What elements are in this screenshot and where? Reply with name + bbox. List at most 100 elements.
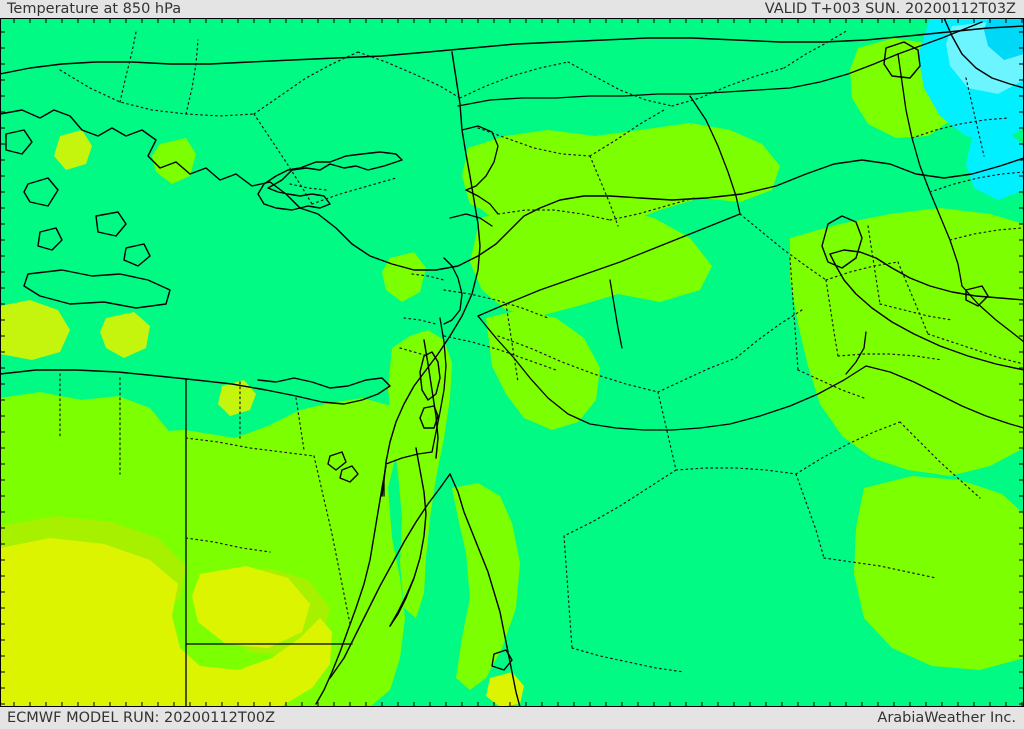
coastline-turkey xyxy=(0,109,1024,271)
coastline-black-sea xyxy=(0,25,1024,75)
coastline-sinai-tip xyxy=(389,577,415,627)
coastline-caspian-edge xyxy=(943,18,1024,89)
coastline-levant xyxy=(381,51,481,497)
attribution-label: ArabiaWeather Inc. xyxy=(877,710,1016,726)
internal-iraq-9 xyxy=(867,225,881,305)
internal-israel-2 xyxy=(403,317,437,325)
coastline-island-d xyxy=(123,243,151,267)
coastline-gulf-islet xyxy=(965,285,989,307)
coastline-gulf-of-suez xyxy=(315,465,387,705)
border-jordan-west xyxy=(443,257,463,325)
model-run-label: ECMWF MODEL RUN: 20200112T00Z xyxy=(7,710,276,726)
internal-saudi-5 xyxy=(795,473,825,559)
coastline-lake-van xyxy=(883,41,921,79)
map-tick-marks xyxy=(0,18,1024,707)
internal-syria-2 xyxy=(589,109,665,157)
internal-iraq-8 xyxy=(927,333,1024,365)
internal-egypt-4 xyxy=(295,397,305,451)
coastline-island-b xyxy=(37,227,63,251)
internal-border-layer xyxy=(59,29,1024,673)
border-lebanon-south xyxy=(465,189,499,215)
internal-iraq-1 xyxy=(739,213,827,281)
coastline-red-sea-islet-3 xyxy=(327,451,347,471)
temperature-field-svg xyxy=(0,18,1024,707)
internal-turkey-6 xyxy=(567,61,673,107)
border-turkey-iran xyxy=(897,21,983,55)
coastline-red-sea-islet xyxy=(491,649,513,671)
coastline-dead-sea xyxy=(419,351,441,401)
internal-saudi-12 xyxy=(735,309,803,359)
internal-israel-1 xyxy=(411,273,445,281)
coastline-sinai-east xyxy=(389,447,427,627)
internal-turkey-3 xyxy=(253,113,313,205)
internal-egypt-5 xyxy=(185,537,271,553)
band-cyan-patch-low xyxy=(966,132,1024,200)
internal-cyprus-1 xyxy=(289,183,327,191)
footer-bar: ECMWF MODEL RUN: 20200112T00Z ArabiaWeat… xyxy=(0,707,1024,729)
header-bar: Temperature at 850 hPa VALID T+003 SUN. … xyxy=(0,0,1024,18)
coastline-island-c xyxy=(95,211,127,237)
internal-saudi-8 xyxy=(563,535,573,649)
border-iran-iraq xyxy=(897,53,963,287)
internal-turkey-2 xyxy=(253,51,359,115)
internal-iran-4 xyxy=(965,77,985,157)
internal-saudi-4 xyxy=(675,467,797,475)
internal-saudi-10 xyxy=(795,421,901,475)
border-lebanon xyxy=(461,125,499,191)
internal-saudi-6 xyxy=(823,557,937,579)
internal-iran-1 xyxy=(911,117,1009,139)
internal-iran-2 xyxy=(929,171,1024,193)
internal-israel-3 xyxy=(399,347,429,357)
internal-turkey-1 xyxy=(59,69,255,117)
band-cyan-deep xyxy=(984,18,1024,60)
page-title: Temperature at 850 hPa xyxy=(7,1,182,17)
internal-iraq-7 xyxy=(897,261,929,335)
border-saudi-east xyxy=(865,365,1024,429)
internal-turkey-9 xyxy=(119,31,137,103)
internal-egypt-1 xyxy=(185,437,315,457)
border-kuwait xyxy=(845,331,867,375)
internal-saudi-2 xyxy=(657,357,737,393)
coastline-aegean-islands xyxy=(5,129,33,155)
coastline-crete xyxy=(23,269,171,309)
coastline-red-sea-east xyxy=(449,473,521,707)
coastline-cyprus xyxy=(257,151,403,211)
coastline-dead-sea-south xyxy=(419,405,439,429)
internal-iraq-3 xyxy=(825,279,839,357)
border-iran-gulf xyxy=(961,285,1024,343)
internal-saudi-3 xyxy=(657,391,677,471)
border-syria-iraq xyxy=(689,95,741,215)
band-group-yellow xyxy=(0,130,524,707)
internal-iraq-6 xyxy=(797,369,865,399)
internal-turkey-11 xyxy=(311,177,397,205)
internal-iraq-4 xyxy=(837,353,943,361)
border-egypt-israel xyxy=(385,451,433,465)
border-israel-jordan xyxy=(431,317,447,453)
border-jordan-saudi-south xyxy=(477,315,701,431)
internal-jordan-1 xyxy=(443,289,549,319)
internal-egypt-2 xyxy=(313,455,333,535)
internal-iraq-10 xyxy=(879,303,953,321)
internal-saudi-11 xyxy=(899,421,981,499)
border-iraq-jordan xyxy=(477,213,741,317)
internal-iran-3 xyxy=(949,227,1023,241)
internal-iraq-5 xyxy=(789,257,799,371)
internal-saudi-7 xyxy=(563,469,677,537)
band-group-cyan xyxy=(918,18,1024,200)
border-turkey-syria xyxy=(457,53,899,107)
border-israel-north xyxy=(449,213,493,227)
internal-saudi-1 xyxy=(497,335,659,393)
valid-time-label: VALID T+003 SUN. 20200112T03Z xyxy=(764,1,1016,17)
internal-saudi-9 xyxy=(571,647,685,673)
internal-turkey-7 xyxy=(671,67,785,107)
border-iraq-saudi xyxy=(699,365,867,429)
coastline-red-sea-west xyxy=(329,473,451,679)
coastline-island-a xyxy=(23,177,59,207)
border-jordan-saudi-east xyxy=(609,279,623,349)
coastline-gulf-of-aqaba xyxy=(423,339,439,459)
internal-turkey-5 xyxy=(459,61,569,99)
map-canvas[interactable] xyxy=(0,18,1024,707)
coastline-red-sea-islet-2 xyxy=(339,465,359,483)
coastline-egypt-med xyxy=(0,369,391,405)
